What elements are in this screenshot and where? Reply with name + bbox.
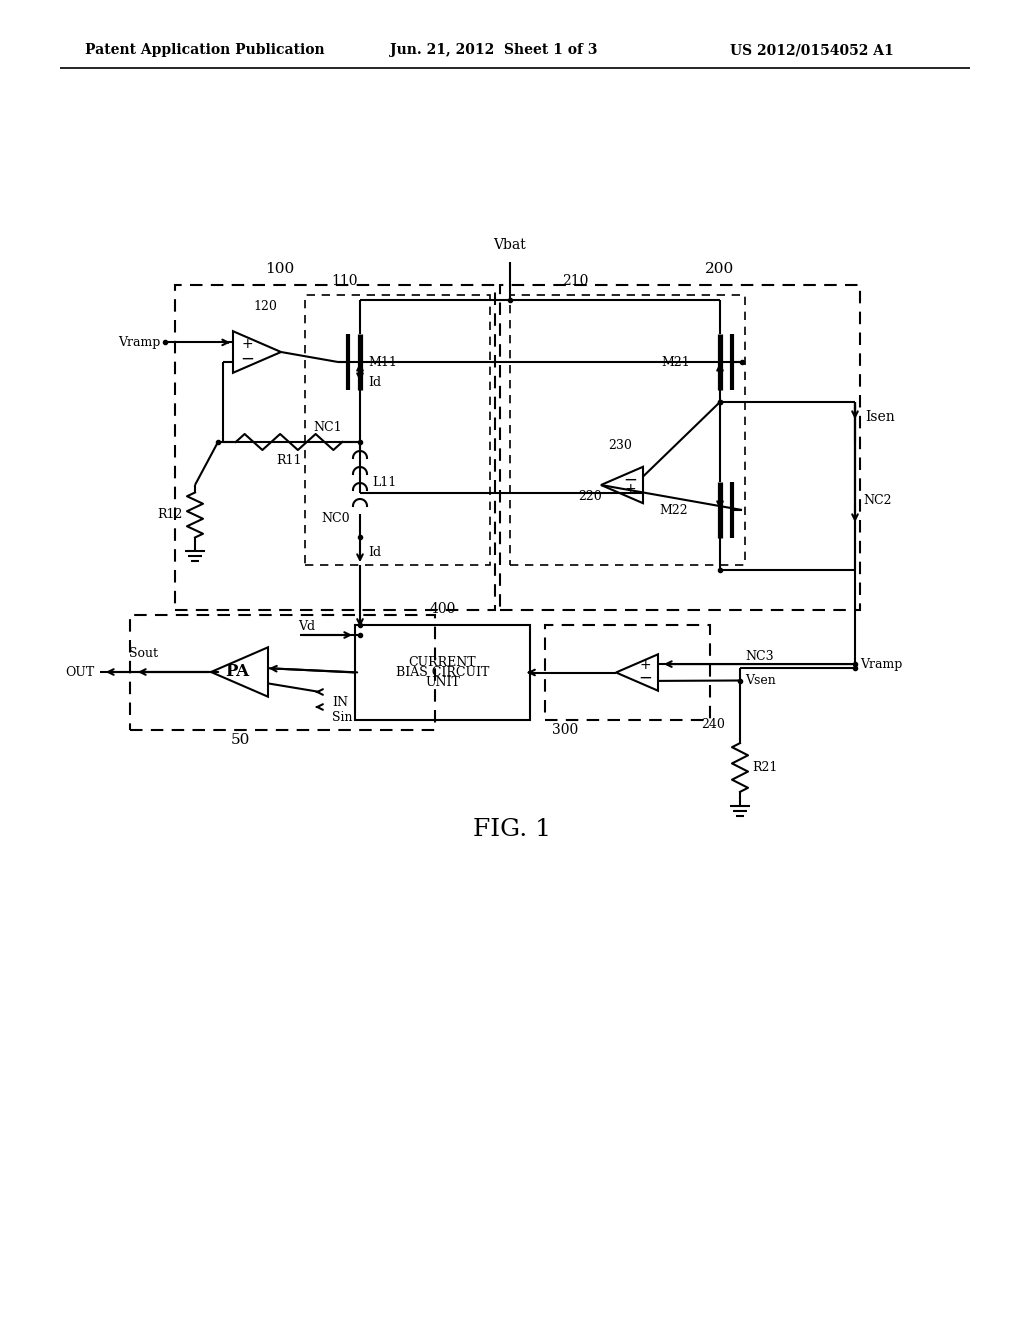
Text: −: −	[638, 669, 652, 688]
Text: NC2: NC2	[863, 494, 892, 507]
Text: +: +	[242, 337, 253, 351]
Text: 240: 240	[701, 718, 725, 731]
Text: Isen: Isen	[865, 411, 895, 424]
Text: NC3: NC3	[745, 649, 773, 663]
Text: US 2012/0154052 A1: US 2012/0154052 A1	[730, 44, 894, 57]
Text: Vramp: Vramp	[118, 335, 160, 348]
Text: L11: L11	[372, 475, 396, 488]
Text: M22: M22	[659, 503, 688, 516]
Text: Vbat: Vbat	[494, 238, 526, 252]
Text: 50: 50	[230, 733, 250, 747]
Text: Sout: Sout	[128, 647, 158, 660]
Text: NC1: NC1	[313, 421, 342, 434]
Text: Id: Id	[368, 545, 381, 558]
Text: 210: 210	[562, 275, 588, 288]
Text: +: +	[640, 657, 651, 672]
Text: 400: 400	[429, 602, 456, 616]
Text: Vsen: Vsen	[745, 675, 776, 686]
Text: Id: Id	[368, 375, 381, 388]
Text: R21: R21	[752, 762, 777, 774]
Text: Sin: Sin	[332, 711, 352, 723]
Text: UNIT: UNIT	[425, 676, 460, 689]
Text: M11: M11	[368, 355, 397, 368]
Text: 230: 230	[608, 440, 632, 451]
Text: 200: 200	[706, 261, 734, 276]
Text: BIAS CIRCUIT: BIAS CIRCUIT	[396, 667, 489, 678]
Text: 100: 100	[265, 261, 295, 276]
Text: R11: R11	[276, 454, 302, 467]
Text: OUT: OUT	[66, 665, 95, 678]
Text: CURRENT: CURRENT	[409, 656, 476, 669]
Text: R12: R12	[158, 508, 183, 521]
Text: 110: 110	[332, 275, 358, 288]
Text: M21: M21	[662, 355, 690, 368]
Text: PA: PA	[225, 664, 250, 681]
Text: IN: IN	[332, 696, 348, 709]
Text: −: −	[624, 470, 637, 488]
Text: Vd: Vd	[298, 620, 315, 634]
Text: FIG. 1: FIG. 1	[473, 818, 551, 842]
Text: 220: 220	[579, 490, 602, 503]
Text: 300: 300	[552, 723, 579, 737]
Text: NC0: NC0	[322, 512, 350, 525]
Text: Vramp: Vramp	[860, 657, 902, 671]
Text: −: −	[241, 350, 254, 367]
Text: +: +	[625, 482, 636, 495]
Text: Jun. 21, 2012  Sheet 1 of 3: Jun. 21, 2012 Sheet 1 of 3	[390, 44, 597, 57]
Text: Patent Application Publication: Patent Application Publication	[85, 44, 325, 57]
Text: 120: 120	[253, 300, 276, 313]
